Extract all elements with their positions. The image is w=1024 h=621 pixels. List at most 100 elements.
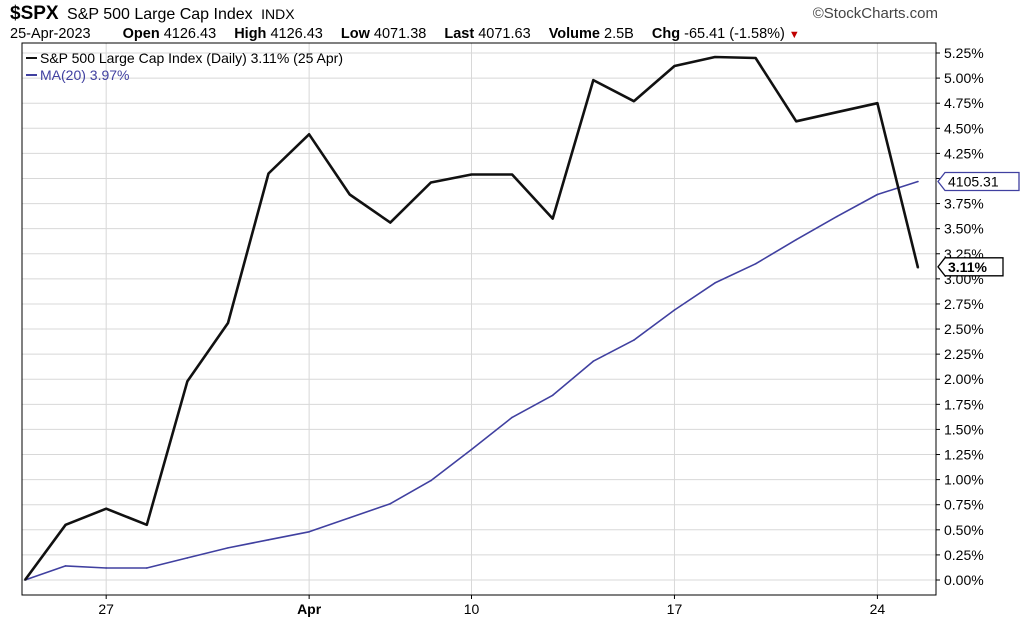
y-tick-label: 4.50% [944, 120, 984, 136]
y-tick-label: 2.00% [944, 371, 984, 387]
ma20-point [511, 416, 513, 419]
y-tick-label: 0.75% [944, 497, 984, 513]
chart-header-stats: 25-Apr-2023 Open 4126.43 High 4126.43 Lo… [10, 26, 800, 42]
legend-label: MA(20) 3.97% [40, 67, 129, 83]
y-tick-label: 1.00% [944, 472, 984, 488]
last-value: 4071.63 [478, 26, 531, 42]
plot-frame [21, 42, 937, 596]
y-axis: 0.00% 0.25% 0.50% 0.75% 1.00% 1.25% 1.50% 1.75%… [936, 45, 984, 588]
high-value: 4126.43 [270, 26, 323, 42]
price-point [430, 181, 432, 184]
x-tick-label: 27 [98, 601, 114, 617]
price-point [592, 79, 595, 81]
chg-label: Chg [651, 26, 681, 42]
low-value: 4071.38 [373, 26, 427, 42]
ma20-point [145, 567, 148, 569]
low-label: Low [340, 26, 370, 42]
price-point [876, 102, 879, 104]
open-value: 4126.43 [163, 26, 217, 42]
ma20-point [308, 531, 310, 533]
price-point [633, 100, 635, 102]
series-lines [23, 55, 920, 581]
ma20-point [64, 565, 67, 567]
y-tick-label: 4.25% [944, 145, 984, 161]
index-name: S&P 500 Large Cap Index [67, 6, 253, 23]
ma20-point [267, 539, 270, 541]
y-tick-label: 5.25% [944, 45, 984, 61]
price-point [714, 56, 716, 58]
y-tick-label: 1.50% [944, 421, 984, 437]
legend: S&P 500 Large Cap Index (Daily) 3.11% (2… [26, 50, 343, 83]
down-arrow-icon: ▼ [788, 29, 800, 41]
ma20-point [917, 180, 919, 183]
x-tick-label: 10 [464, 601, 480, 617]
x-tick-label: Apr [297, 601, 322, 617]
legend-label: S&P 500 Large Cap Index (Daily) 3.11% (2… [40, 50, 343, 66]
ma20-point [876, 193, 879, 196]
grid-lines [22, 43, 936, 595]
ma20-point [227, 547, 229, 549]
open-label: Open [122, 26, 160, 42]
ma20-point [105, 567, 107, 569]
price-point [754, 57, 757, 59]
value-tags: 4105.31 3.11% [937, 171, 1020, 277]
y-tick-label: 1.75% [944, 396, 984, 412]
ma20-point [348, 516, 351, 519]
ma20-point [754, 263, 757, 265]
price-value-tag-text: 3.11% [948, 259, 987, 275]
ma20-point [430, 479, 432, 482]
price-point [917, 267, 919, 269]
price-point [836, 111, 838, 114]
y-tick-label: 0.25% [944, 547, 984, 563]
y-tick-label: 1.25% [944, 447, 984, 463]
price-point [145, 523, 148, 526]
ma20-value-tag: 4105.31 [937, 171, 1020, 192]
price-point [267, 172, 270, 175]
price-point [64, 523, 67, 526]
ma20-point [633, 339, 635, 341]
ticker-symbol: $SPX [10, 3, 59, 24]
ma20-value-tag-text: 4105.31 [948, 173, 999, 189]
exchange-label: INDX [261, 6, 295, 22]
y-tick-label: 3.75% [944, 196, 984, 212]
ma20-point [186, 557, 189, 559]
y-tick-label: 0.50% [944, 522, 984, 538]
ma20-point [470, 448, 473, 451]
x-tick-label: 17 [667, 601, 683, 617]
ma20-point [714, 282, 716, 284]
price-point [105, 507, 107, 510]
ma20-point [673, 309, 676, 311]
price-point [24, 579, 26, 581]
price-point [470, 173, 473, 176]
y-tick-label: 2.25% [944, 346, 984, 362]
y-tick-label: 3.50% [944, 221, 984, 237]
y-tick-label: 2.50% [944, 321, 984, 337]
price-point [227, 322, 229, 324]
price-point [389, 221, 392, 224]
volume-label: Volume [548, 26, 600, 42]
high-label: High [234, 26, 267, 42]
y-tick-label: 0.00% [944, 572, 984, 588]
chart-header-title: $SPX S&P 500 Large Cap Index INDX [10, 3, 295, 27]
price-point [511, 173, 513, 176]
y-tick-label: 2.75% [944, 296, 984, 312]
price-value-tag-box [937, 257, 1004, 277]
price-point [348, 193, 351, 196]
price-point [308, 133, 310, 136]
price-point [673, 65, 676, 67]
price-point [795, 120, 798, 123]
y-tick-label: 5.00% [944, 70, 984, 86]
x-tick-label: 24 [870, 601, 886, 617]
price-point [186, 380, 189, 383]
date-label: 25-Apr-2023 [10, 26, 91, 42]
ma20-value-tag-box [937, 171, 1020, 192]
y-tick-label: 4.75% [944, 95, 984, 111]
ma20-point [795, 238, 798, 241]
price-value-tag: 3.11% [937, 257, 1004, 277]
volume-value: 2.5B [604, 26, 634, 42]
x-axis: 27 Apr 10 17 24 [98, 595, 885, 617]
last-label: Last [444, 26, 475, 42]
ma20-point [551, 394, 554, 397]
ma20-point [389, 502, 392, 505]
